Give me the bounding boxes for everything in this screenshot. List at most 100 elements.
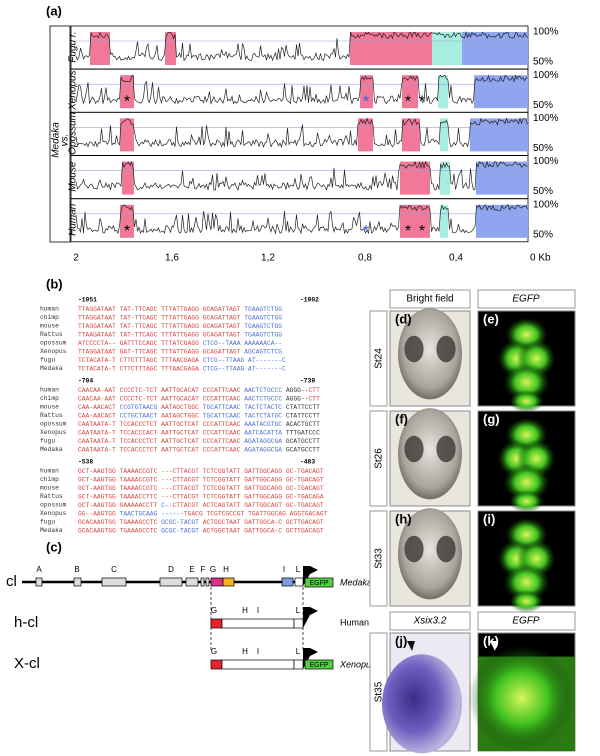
y-label: 50%	[533, 229, 553, 240]
species-name: mouse	[40, 485, 59, 492]
fluorescence	[503, 363, 550, 402]
y-label: 50%	[533, 143, 553, 154]
embryo	[398, 508, 462, 600]
sequence-segment: CTCG--TTAAG AT-------C	[203, 357, 286, 364]
conservation-curve	[75, 117, 528, 148]
sequence-segment: ACACTGCTT	[286, 421, 320, 428]
sequence-segment: CTTACGT ACTCAGTATT GATTGGCAGT GC-TGACAGT	[172, 502, 323, 509]
element-label: H	[223, 565, 229, 574]
sequence: CAACAA-AAT CCCCTC-TCT AATTGCACAT CCCATTC…	[78, 395, 320, 402]
sequence-segment: TTAGGATAAT TAT-TTCAGC TTTATTGAGG GCAGATT…	[78, 323, 244, 330]
sequence-segment: GCACAAGTGG TGAAAGCCTC	[78, 519, 161, 526]
sequence-segment: GCATGCCTT	[286, 438, 320, 445]
species-name: Xenopus	[40, 429, 67, 436]
element-label: I	[257, 606, 259, 615]
species-name: Medaka	[40, 446, 63, 453]
conservation-curve	[75, 74, 528, 106]
species-name: Rattus	[40, 331, 63, 338]
reporter: EGFP	[309, 662, 328, 669]
species: Medaka	[340, 577, 372, 587]
stage-label: St33	[374, 548, 385, 569]
asterisk: *	[124, 223, 130, 240]
conserved-region	[358, 118, 373, 152]
side-label: vs.	[60, 134, 71, 147]
row-label: Xenopus	[68, 70, 79, 110]
plot-frame	[70, 112, 529, 156]
reporter: EGFP	[309, 580, 328, 587]
sequence-segment: AACTCTGCCC	[244, 387, 286, 394]
panel-a: (a) Medaka vs. Fugu r. 100% 50% Xenopus 100%…	[46, 3, 559, 263]
side-frame	[49, 25, 71, 243]
sequence-segment: TGCATTCAAC TACTCTACTC	[203, 404, 286, 411]
eye	[404, 535, 424, 563]
species-name: human	[40, 387, 59, 394]
panel-label: (a)	[46, 3, 62, 18]
sequence-segment: CAACAA-AAT CCCCTC-TCT AATTGCACAT CCCATTC…	[78, 387, 244, 394]
sequence-segment: AAATACGTGC	[244, 421, 286, 428]
species-name: opossum	[40, 502, 67, 509]
panel-label: (d)	[395, 311, 412, 326]
x-label: 1,2	[261, 253, 275, 264]
sequence: GG--AAGTGG TAACTGCAAG ------TGACG TCGTCG…	[78, 510, 328, 517]
conserved-region	[474, 75, 528, 109]
stage-label: St35	[374, 681, 385, 702]
embryo	[382, 654, 462, 754]
sequence-segment: CAATAATA-T TCCACCCACT AATTGCTCAT CCCATTC…	[78, 429, 244, 436]
row-label: Fugu r.	[68, 31, 79, 62]
construct-name: X-cl	[14, 655, 40, 672]
fluorescence	[509, 589, 544, 613]
sequence-segment: GCT-AAGTGG TAAAACCGTC ---CTTACGT TCTCGGT…	[78, 485, 324, 492]
sequence: CAA-AACACT CCGTGTAACG AATAGCTGGC TGCATTC…	[78, 404, 320, 411]
eye	[404, 435, 424, 463]
sequence-segment: CTATTCCTT	[286, 412, 320, 419]
species: Xenopus	[339, 659, 376, 669]
asterisk: *	[363, 223, 369, 240]
stage-box	[369, 510, 388, 607]
species-name: human	[40, 468, 59, 475]
element-label: D	[168, 565, 174, 574]
sequence: TTAGGATAAT TAT-TTCAGC TTTATTGAGG GCAGATT…	[78, 323, 282, 330]
element-label: I	[257, 647, 259, 656]
stage-box	[369, 310, 388, 407]
sequence: TTAGGATAAT TAT-TTCAGC TTTATTGAGG GCAGATT…	[78, 306, 282, 313]
sequence-segment: CAA-AACACT	[78, 404, 120, 411]
sequence: CAA-AACACT CCTGCTAACT AATAGCTGGC TGCATTC…	[78, 412, 320, 419]
fluorescence	[509, 389, 544, 413]
conserved-region	[462, 32, 528, 65]
sequence-segment: CTT	[309, 387, 321, 394]
panel-label: (g)	[483, 411, 500, 426]
x-label: 0,4	[449, 253, 463, 264]
embryo	[398, 308, 462, 400]
arrowhead	[490, 641, 498, 651]
species-name: Rattus	[40, 493, 63, 500]
sequence-segment: GCACAAGTGG TGAAAGCCTC	[78, 527, 161, 534]
sequence-segment: GCT-AAGTGG TAAAACCGTC ---CTTACGT TCTCGGT…	[78, 468, 324, 475]
sequence: GCACAAGTGG TGAAAGCCTC GCGC-TACGT ACTGGCT…	[78, 519, 324, 526]
conserved-region	[402, 75, 418, 109]
row-label: Human	[68, 203, 79, 236]
panel-c: (c) cl EGFP Medaka A B C D E F G H I L h…	[6, 539, 376, 672]
sequence-segment: TGCATTCAAC TACTCTATGC	[203, 412, 286, 419]
stage-label: St26	[374, 448, 385, 469]
sequence-segment: GCT-AAGTGG TAAAACCGTC ---CTTACGT TCTCGGT…	[78, 476, 324, 483]
asterisk: *	[419, 93, 425, 110]
species-name: fugu	[40, 519, 55, 526]
element-label: L	[296, 606, 301, 615]
species-name: fugu	[40, 438, 55, 445]
sequence-segment: TCTACATA-T CTTCTTTAGC TTTAACGAGA	[78, 357, 203, 364]
eye	[404, 335, 424, 363]
sequence-segment: GCGC-TACGT	[161, 527, 203, 534]
species-name: chimp	[40, 476, 59, 483]
conserved-region	[120, 75, 134, 109]
sequence-segment: ATCCCCTA-- GATTTCCAGC TTTATCGAGG	[78, 340, 203, 347]
sequence: GCT-AAGTGG TAAAACCGTC ---CTTACGT TCTCGGT…	[78, 476, 324, 483]
fluorescence	[468, 644, 575, 752]
sequence-segment: GCATGCCTT	[286, 446, 320, 453]
panel-label: (e)	[483, 311, 499, 326]
panel-label: (b)	[46, 276, 63, 291]
sequence: TCTACATA-T CTTCTTTAGC TTTAACGAGA CTCG--T…	[78, 357, 286, 364]
conserved-region	[350, 32, 432, 65]
sequence-segment: AGGG--	[286, 387, 309, 394]
x-label: 2	[73, 253, 79, 264]
sequence-segment: AGATAGGCGA	[244, 438, 286, 445]
